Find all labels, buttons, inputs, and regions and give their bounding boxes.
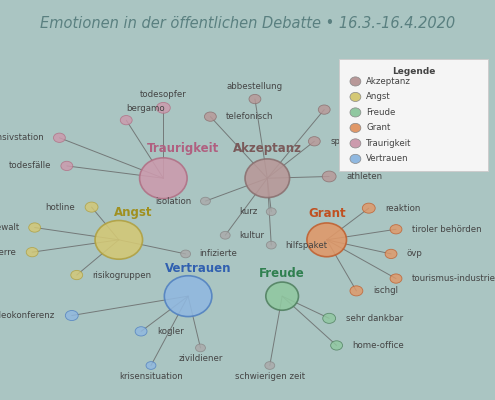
Text: telefonisch: telefonisch (226, 112, 274, 121)
Ellipse shape (318, 105, 330, 114)
Text: home-office: home-office (352, 341, 404, 350)
Text: todesfälle: todesfälle (8, 162, 51, 170)
Ellipse shape (29, 223, 41, 232)
Ellipse shape (135, 327, 147, 336)
Text: övp: övp (407, 250, 423, 258)
Text: hotline: hotline (45, 203, 75, 212)
Ellipse shape (200, 197, 210, 205)
Text: sehr dankbar: sehr dankbar (346, 314, 403, 323)
Ellipse shape (331, 341, 343, 350)
Ellipse shape (146, 362, 156, 369)
Ellipse shape (323, 313, 336, 323)
Text: intensivstation: intensivstation (0, 133, 44, 142)
Text: spiele: spiele (330, 137, 356, 146)
Ellipse shape (362, 203, 375, 213)
Ellipse shape (265, 362, 275, 369)
Text: häuslicher gewalt: häuslicher gewalt (0, 223, 19, 232)
Text: Akzeptanz: Akzeptanz (233, 142, 302, 155)
Text: Freude: Freude (366, 108, 396, 117)
Ellipse shape (307, 223, 346, 257)
Ellipse shape (245, 159, 290, 198)
Ellipse shape (390, 225, 402, 234)
Text: Traurigkeit: Traurigkeit (147, 142, 219, 155)
Ellipse shape (266, 282, 298, 310)
Ellipse shape (204, 112, 216, 121)
Text: athleten: athleten (347, 172, 383, 181)
Text: todesopfer: todesopfer (140, 90, 187, 99)
Text: reaktion: reaktion (386, 204, 421, 213)
Ellipse shape (26, 248, 38, 257)
Ellipse shape (140, 158, 187, 199)
Text: kogler: kogler (157, 327, 184, 336)
Ellipse shape (350, 77, 361, 86)
Text: zivildiener: zivildiener (178, 354, 223, 363)
Ellipse shape (385, 249, 397, 258)
Ellipse shape (196, 344, 205, 352)
Ellipse shape (322, 171, 336, 182)
Ellipse shape (65, 310, 78, 320)
Ellipse shape (156, 102, 170, 113)
Text: Vertrauen: Vertrauen (366, 154, 409, 163)
Text: Legende: Legende (392, 67, 435, 76)
Text: Freude: Freude (259, 267, 305, 280)
Ellipse shape (266, 208, 276, 216)
Text: Traurigkeit: Traurigkeit (366, 139, 412, 148)
Text: Vertrauen: Vertrauen (165, 262, 231, 275)
Ellipse shape (266, 241, 276, 249)
Text: schwierigen zeit: schwierigen zeit (235, 372, 305, 380)
Text: tourismus-industrie: tourismus-industrie (412, 274, 495, 283)
Ellipse shape (71, 270, 83, 280)
Ellipse shape (249, 94, 261, 104)
Text: Akzeptanz: Akzeptanz (366, 77, 411, 86)
Ellipse shape (350, 92, 361, 102)
Text: risikogruppen: risikogruppen (93, 270, 151, 280)
Ellipse shape (308, 137, 320, 146)
Ellipse shape (120, 116, 132, 125)
Text: hilfspaket: hilfspaket (285, 241, 327, 250)
Ellipse shape (390, 274, 402, 283)
Text: Grant: Grant (366, 124, 391, 132)
Ellipse shape (95, 220, 143, 259)
Text: Angst: Angst (366, 92, 391, 102)
Text: krisensituation: krisensituation (119, 372, 183, 380)
Text: infizierte: infizierte (199, 250, 238, 258)
Text: ausgangssperre: ausgangssperre (0, 248, 16, 257)
Ellipse shape (350, 286, 363, 296)
Ellipse shape (53, 133, 65, 142)
Text: abbestellung: abbestellung (227, 82, 283, 92)
Ellipse shape (350, 108, 361, 117)
Text: maßnahmen: maßnahmen (340, 112, 395, 120)
Text: kultur: kultur (239, 231, 264, 240)
Ellipse shape (164, 276, 212, 316)
Text: bergamo: bergamo (126, 104, 165, 112)
Ellipse shape (181, 250, 191, 258)
Text: Angst: Angst (114, 206, 153, 219)
Ellipse shape (220, 231, 230, 239)
Ellipse shape (350, 154, 361, 164)
Text: gesetzten: gesetzten (340, 102, 383, 110)
Ellipse shape (85, 202, 98, 212)
Text: Grant: Grant (308, 208, 346, 220)
Text: isolation: isolation (155, 197, 192, 206)
Text: ischgl: ischgl (373, 286, 398, 295)
Text: tiroler behörden: tiroler behörden (412, 225, 482, 234)
Text: Emotionen in der öffentlichen Debatte • 16.3.-16.4.2020: Emotionen in der öffentlichen Debatte • … (40, 16, 455, 30)
Ellipse shape (350, 123, 361, 132)
Text: videokonferenz: videokonferenz (0, 311, 55, 320)
Ellipse shape (61, 161, 73, 170)
Ellipse shape (350, 139, 361, 148)
FancyBboxPatch shape (339, 58, 488, 171)
Text: kurz: kurz (239, 207, 257, 216)
